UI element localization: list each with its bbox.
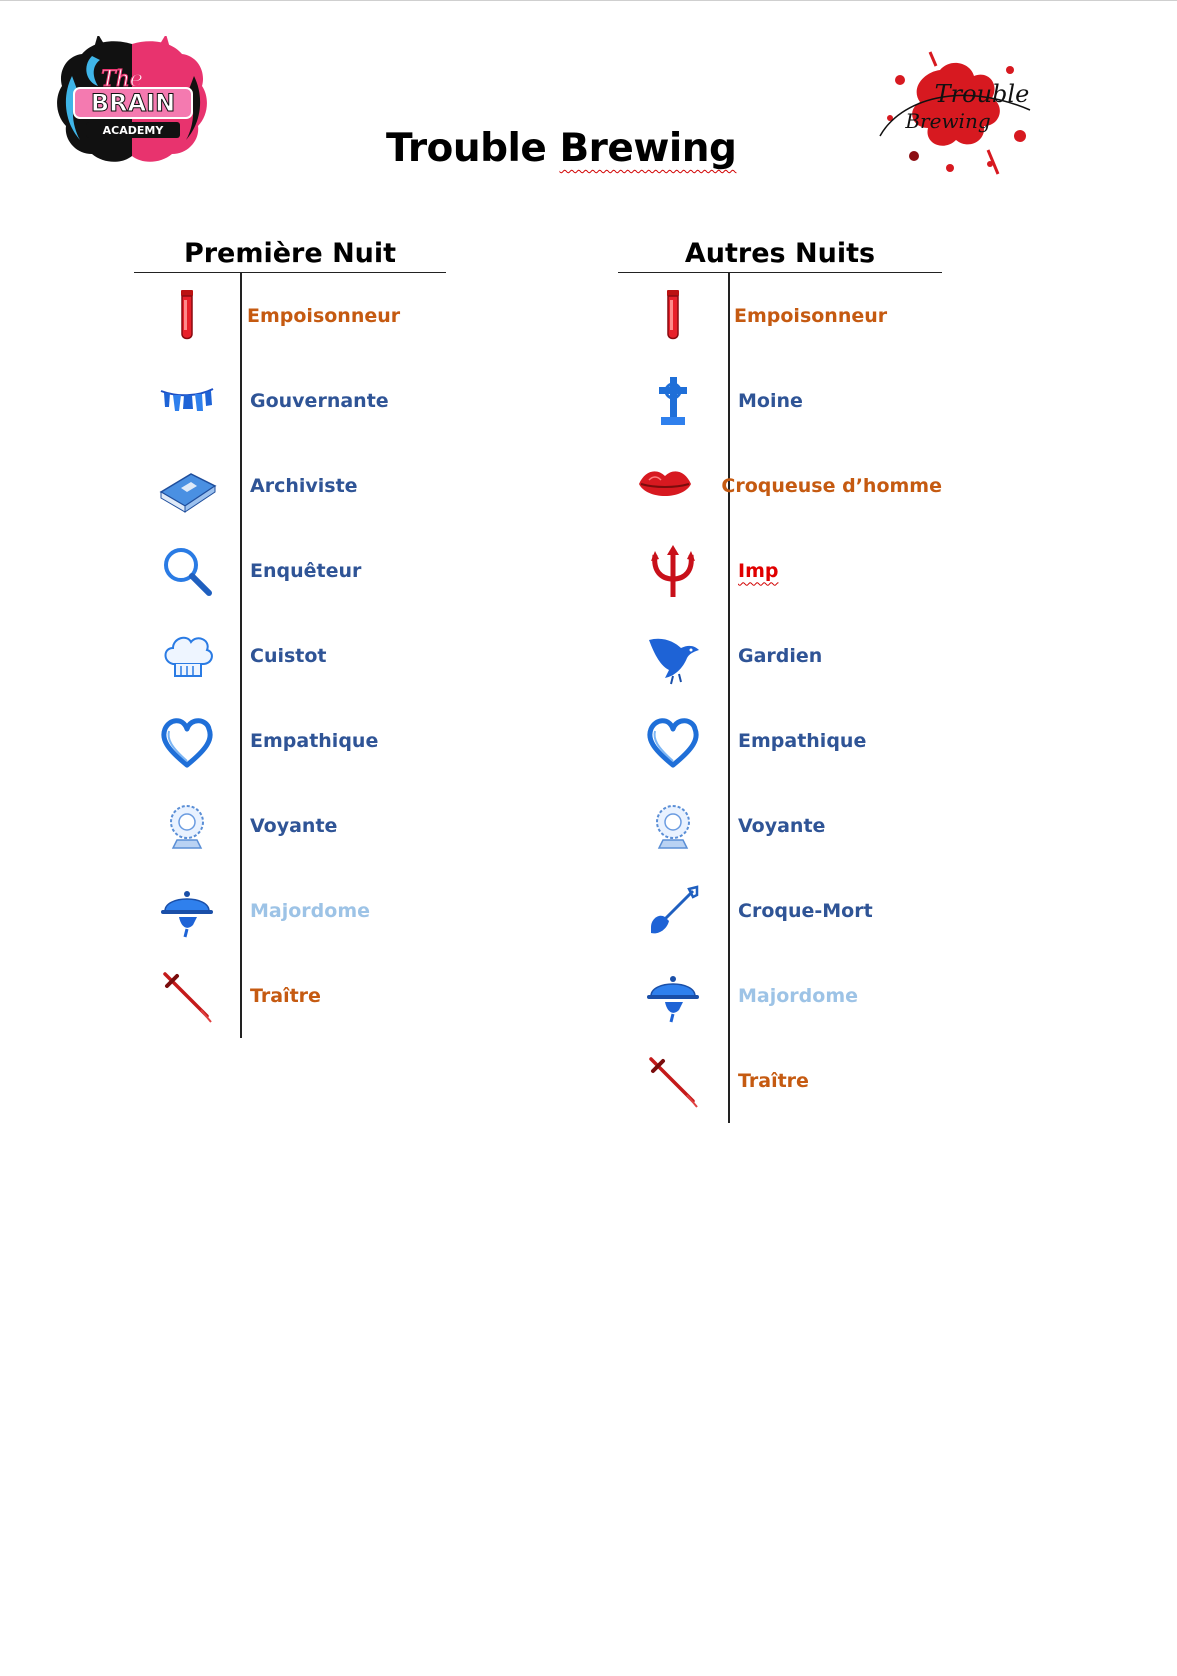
first-night-column: Première Nuit Empoisonneur Gouvernante A… xyxy=(134,234,446,1038)
brain-academy-logo: BRAIN The ACADEMY xyxy=(52,34,212,168)
list-item: Moine xyxy=(618,358,942,443)
list-item: Majordome xyxy=(134,868,446,953)
list-item: Empathique xyxy=(618,698,942,783)
title-word-brewing: Brewing xyxy=(559,126,737,171)
list-item: Majordome xyxy=(618,953,942,1038)
role-label: Empoisonneur xyxy=(734,304,888,327)
list-item: Archiviste xyxy=(134,443,446,528)
list-item: Gardien xyxy=(618,613,942,698)
book-icon xyxy=(134,443,240,528)
role-label-text: Imp xyxy=(738,559,779,582)
dagger-icon xyxy=(618,1038,728,1123)
list-item: Enquêteur xyxy=(134,528,446,613)
role-label: Empathique xyxy=(738,729,867,752)
crystal-ball-icon xyxy=(134,783,240,868)
logo-left-text-the: The xyxy=(101,67,143,92)
role-label: Moine xyxy=(738,389,803,412)
lips-icon xyxy=(618,443,711,528)
shovel-icon xyxy=(618,868,728,953)
dagger-icon xyxy=(134,953,240,1038)
list-item: Gouvernante xyxy=(134,358,446,443)
other-nights-heading: Autres Nuits xyxy=(618,234,942,273)
poison-vial-icon xyxy=(134,273,240,358)
list-item: Traître xyxy=(134,953,446,1038)
title-word-trouble: Trouble xyxy=(386,126,547,171)
first-night-heading: Première Nuit xyxy=(134,234,446,273)
role-label: Cuistot xyxy=(250,644,327,667)
list-item: Imp xyxy=(618,528,942,613)
cloche-icon xyxy=(134,868,240,953)
page-top-border xyxy=(0,0,1177,1)
role-label: Empathique xyxy=(250,729,379,752)
logo-left-text-brain: BRAIN xyxy=(91,89,175,117)
list-item: Empoisonneur xyxy=(618,273,942,358)
logo-right-text-trouble: Trouble xyxy=(935,80,1030,108)
role-label: Gardien xyxy=(738,644,823,667)
washing-line-icon xyxy=(134,358,240,443)
role-label: Croqueuse d’homme xyxy=(721,474,942,497)
cross-icon xyxy=(618,358,728,443)
role-label: Traître xyxy=(250,984,321,1007)
list-item: Croque-Mort xyxy=(618,868,942,953)
role-label: Voyante xyxy=(250,814,338,837)
raven-icon xyxy=(618,613,728,698)
cloche-icon xyxy=(618,953,728,1038)
list-item: Empoisonneur xyxy=(134,273,446,358)
list-item: Voyante xyxy=(618,783,942,868)
magnifying-glass-icon xyxy=(134,528,240,613)
trident-icon xyxy=(618,528,728,613)
logo-left-text-academy: ACADEMY xyxy=(103,124,165,137)
page-title: Trouble Brewing xyxy=(386,126,737,171)
other-nights-column: Autres Nuits Empoisonneur Moine Croqueus… xyxy=(618,234,942,1123)
role-label: Majordome xyxy=(250,899,371,922)
role-label: Gouvernante xyxy=(250,389,389,412)
role-label: Majordome xyxy=(738,984,859,1007)
list-item: Cuistot xyxy=(134,613,446,698)
chef-hat-icon xyxy=(134,613,240,698)
list-item: Croqueuse d’homme xyxy=(618,443,942,528)
role-label: Archiviste xyxy=(250,474,358,497)
crystal-ball-icon xyxy=(618,783,728,868)
column-divider xyxy=(728,273,730,1123)
logo-right-text-brewing: Brewing xyxy=(904,109,990,133)
role-label: Traître xyxy=(738,1069,809,1092)
role-label: Imp xyxy=(728,560,778,582)
list-item: Traître xyxy=(618,1038,942,1123)
role-label: Voyante xyxy=(738,814,826,837)
heart-icon xyxy=(134,698,240,783)
role-label: Empoisonneur xyxy=(247,304,401,327)
first-night-list: Empoisonneur Gouvernante Archiviste Enqu… xyxy=(134,273,446,1038)
column-divider xyxy=(240,273,242,1038)
list-item: Empathique xyxy=(134,698,446,783)
heart-icon xyxy=(618,698,728,783)
list-item: Voyante xyxy=(134,783,446,868)
role-label: Enquêteur xyxy=(250,559,362,582)
role-label: Croque-Mort xyxy=(738,899,873,922)
other-nights-list: Empoisonneur Moine Croqueuse d’homme Imp… xyxy=(618,273,942,1123)
poison-vial-icon xyxy=(618,273,728,358)
trouble-brewing-logo: Trouble Brewing xyxy=(870,40,1040,185)
